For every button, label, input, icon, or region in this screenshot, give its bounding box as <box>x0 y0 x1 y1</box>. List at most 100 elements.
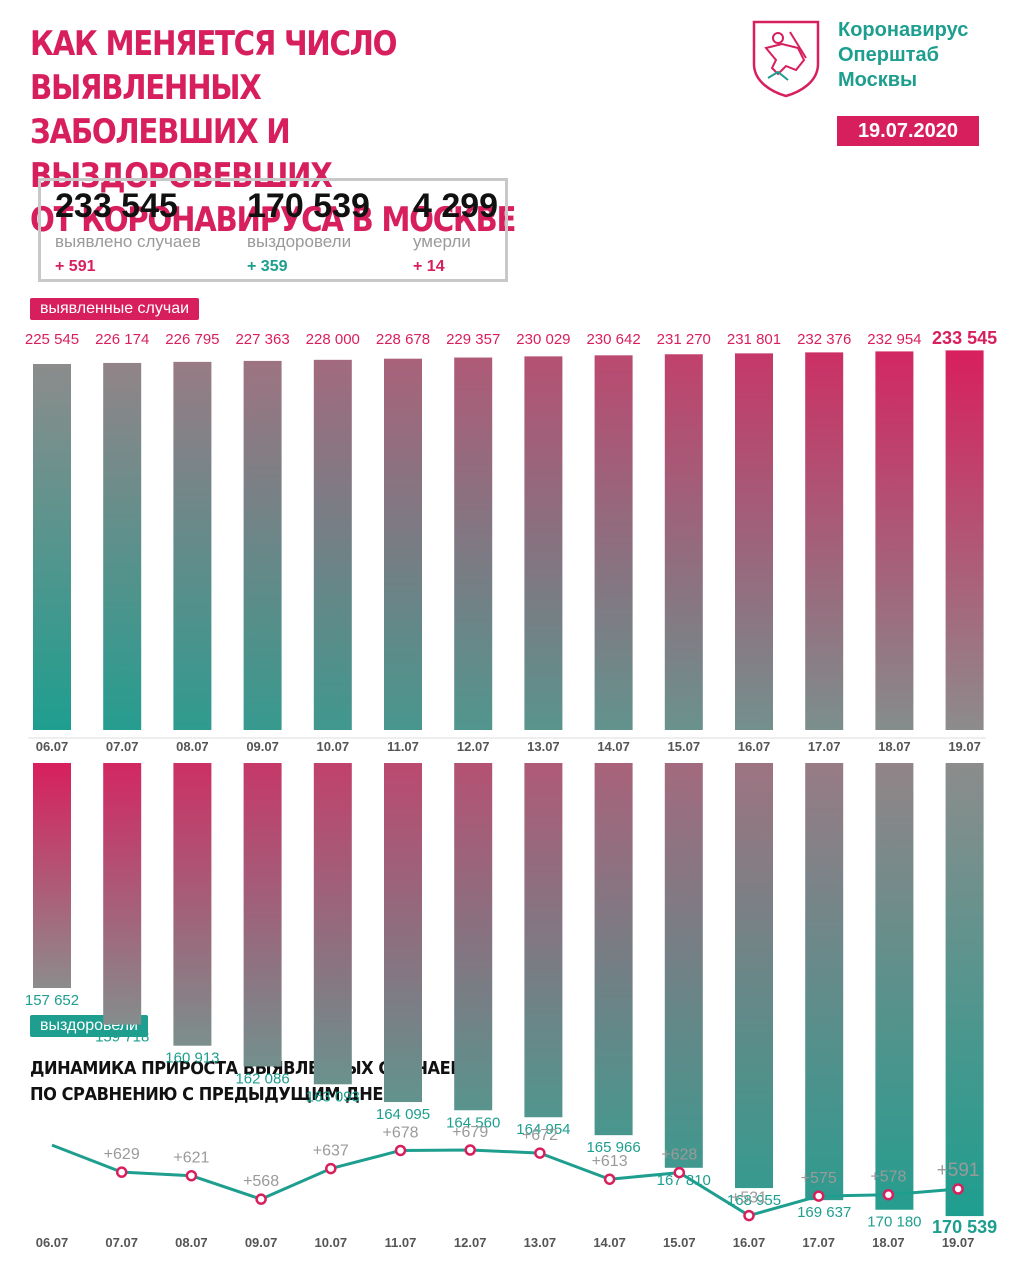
increase-point <box>115 1166 128 1178</box>
increase-point <box>952 1183 964 1195</box>
cases-bar <box>735 353 773 730</box>
increase-date-label: 11.07 <box>385 1235 417 1250</box>
cases-value-label: 230 642 <box>586 331 640 348</box>
dynamics-title-line: ПО СРАВНЕНИЮ С ПРЕДЫДУЩИМ ДНЕМ <box>30 1084 399 1105</box>
increase-point <box>534 1147 546 1159</box>
recovered-bar <box>384 763 422 1103</box>
stat-value: 4 299 <box>413 187 499 225</box>
increase-point-label: +575 <box>801 1170 837 1187</box>
recovered-bar <box>875 763 914 1210</box>
cases-value-label: 226 174 <box>95 331 149 348</box>
cases-date-label: 08.07 <box>176 739 209 754</box>
recovered-bar <box>313 763 352 1085</box>
increase-point-label: +672 <box>522 1127 558 1144</box>
increase-point-label: +578 <box>870 1169 906 1186</box>
cases-bar <box>805 352 844 730</box>
cases-date-label: 10.07 <box>317 739 350 754</box>
increase-date-label: 07.07 <box>105 1235 138 1250</box>
stat-label: выздоровели <box>247 232 352 251</box>
increase-date-label: 08.07 <box>175 1235 208 1250</box>
increase-point <box>882 1188 895 1201</box>
increase-date-label: 06.07 <box>36 1235 69 1250</box>
increase-point-label: +568 <box>243 1173 279 1190</box>
increase-point <box>255 1193 267 1205</box>
cases-date-label: 06.07 <box>36 739 69 754</box>
increase-point <box>673 1166 686 1179</box>
recovered-bar <box>735 763 773 1189</box>
increase-point <box>325 1162 337 1175</box>
stat-delta: + 359 <box>247 258 288 275</box>
cases-bar <box>875 351 914 730</box>
increase-point-label: +678 <box>382 1124 418 1141</box>
increase-date-label: 18.07 <box>872 1235 905 1250</box>
stat-delta: + 591 <box>55 258 96 275</box>
cases-value-label: 228 678 <box>376 331 430 348</box>
brand-line: Коронавирус <box>838 19 969 41</box>
increase-date-label: 19.07 <box>942 1235 975 1250</box>
stat-recovered: 170 539 выздоровели + 359 <box>247 181 370 279</box>
increase-point <box>464 1144 476 1156</box>
cases-value-label: 232 954 <box>867 331 921 348</box>
cases-date-label: 15.07 <box>668 739 701 754</box>
cases-value-label: 229 357 <box>446 331 500 348</box>
recovered-bar <box>524 763 563 1118</box>
cases-value-label: 231 801 <box>727 331 781 348</box>
cases-date-label: 11.07 <box>387 739 419 754</box>
cases-bar <box>594 355 633 730</box>
increase-point <box>743 1209 755 1222</box>
increase-line <box>51 1143 959 1218</box>
recovered-value-label: 160 913 <box>165 1050 219 1067</box>
dynamics-title-line: ДИНАМИКА ПРИРОСТА ВЫЯВЛЕННЫХ СЛУЧАЕВ <box>30 1058 463 1079</box>
recovered-value-label: 164 954 <box>516 1121 570 1138</box>
recovered-value-label: 162 086 <box>235 1070 289 1087</box>
cases-pill: выявленные случаи <box>30 298 200 320</box>
recovered-value-label: 169 637 <box>797 1204 851 1221</box>
title-line: КАК МЕНЯЕТСЯ ЧИСЛО ВЫЯВЛЕННЫХ <box>30 24 398 108</box>
increase-date-label: 16.07 <box>733 1235 766 1250</box>
dynamics-title: ДИНАМИКА ПРИРОСТА ВЫЯВЛЕННЫХ СЛУЧАЕВ ПО … <box>30 1056 570 1108</box>
recovered-bar <box>103 763 142 1025</box>
brand-line: Москвы <box>838 69 918 91</box>
stat-value: 170 539 <box>247 187 370 225</box>
increase-point <box>812 1190 825 1202</box>
recovered-value-label: 157 652 <box>25 992 79 1009</box>
cases-date-label: 17.07 <box>808 739 841 754</box>
cases-bar <box>454 357 493 730</box>
cases-bar-chart: 225 545 06.07 226 174 07.07 226 795 08.07 227 … <box>25 328 997 754</box>
cases-bar <box>664 354 703 730</box>
cases-date-label: 14.07 <box>597 739 630 754</box>
recovered-bar <box>664 763 703 1168</box>
cases-bar <box>173 361 212 730</box>
increase-point <box>185 1169 198 1182</box>
cases-date-label: 12.07 <box>457 739 490 754</box>
recovered-bar <box>945 763 984 1217</box>
recovered-bar <box>33 763 71 988</box>
increase-date-label: 12.07 <box>454 1235 487 1250</box>
increase-date-label: 09.07 <box>245 1235 278 1250</box>
recovered-value-label: 168 955 <box>727 1192 781 1209</box>
recovered-value-label: 165 966 <box>586 1139 640 1156</box>
stat-deaths: 4 299 умерли + 14 <box>413 181 498 279</box>
stat-label: выявлено случаев <box>55 232 201 251</box>
cases-value-label: 226 795 <box>165 331 219 348</box>
cases-value-label: 231 270 <box>657 331 711 348</box>
increase-date-label: 10.07 <box>315 1235 348 1250</box>
stat-label: умерли <box>413 232 471 251</box>
date-badge: 19.07.2020 <box>837 116 979 146</box>
recovered-bar <box>173 763 212 1046</box>
recovered-bar <box>243 763 282 1067</box>
increase-date-label: 14.07 <box>593 1235 626 1250</box>
increase-point <box>603 1173 616 1185</box>
brand-line: Оперштаб <box>838 44 939 66</box>
increase-point-label: +621 <box>173 1150 209 1167</box>
recovered-value-label: 170 180 <box>867 1214 921 1231</box>
cases-date-label: 19.07 <box>948 739 981 754</box>
cases-date-label: 16.07 <box>738 739 771 754</box>
cases-value-label: 227 363 <box>235 331 289 348</box>
stats-box: 233 545 выявлено случаев + 591 170 539 в… <box>38 178 508 282</box>
increase-point <box>394 1144 407 1157</box>
cases-value-label: 225 545 <box>25 331 79 348</box>
cases-date-label: 09.07 <box>246 739 279 754</box>
cases-bar <box>33 364 71 730</box>
increase-point-label: +628 <box>661 1147 697 1164</box>
